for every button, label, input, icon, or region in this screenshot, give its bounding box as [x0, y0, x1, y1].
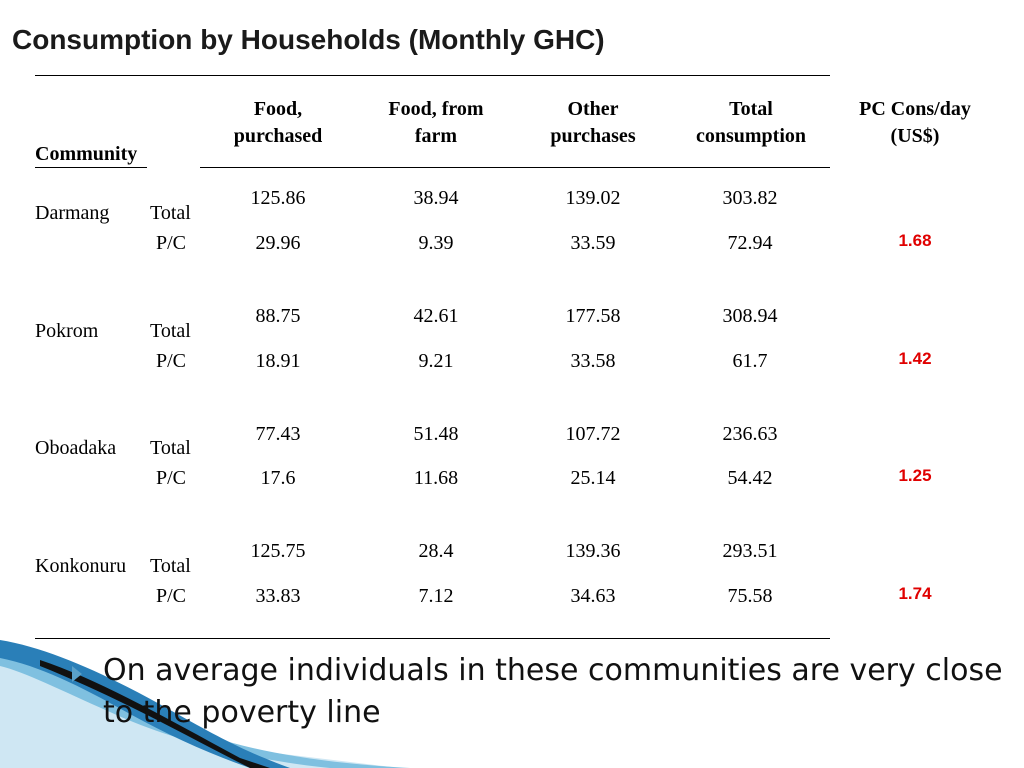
table-top-rule — [35, 75, 830, 76]
value-food-purchased-pc: 18.91 — [255, 350, 301, 372]
row-label-total: Total — [150, 555, 191, 577]
column-header-food-from-farm: Food, from farm — [388, 98, 484, 147]
bullet-arrow-icon — [72, 666, 82, 682]
pc-cons-day-value: 1.68 — [898, 231, 932, 250]
value-food-purchased-pc: 33.83 — [255, 585, 301, 607]
row-label-total: Total — [150, 320, 191, 342]
community-name: Pokrom — [35, 320, 99, 342]
value-total-consumption-pc: 54.42 — [727, 467, 773, 489]
value-other-purchases-total: 139.02 — [565, 187, 621, 209]
value-other-purchases-pc: 25.14 — [570, 467, 616, 489]
value-total-consumption-total: 236.63 — [722, 423, 778, 445]
row-label-pc: P/C — [156, 585, 187, 607]
value-total-consumption-total: 303.82 — [722, 187, 778, 209]
value-food-purchased-total: 125.75 — [250, 540, 306, 562]
column-header-other-purchases: Other purchases — [550, 98, 636, 147]
value-total-consumption-pc: 75.58 — [727, 585, 773, 607]
column-header-food-purchased: Food, purchased — [233, 98, 323, 147]
value-food-purchased-total: 125.86 — [250, 187, 306, 209]
community-name: Konkonuru — [35, 555, 127, 577]
row-label-total: Total — [150, 202, 191, 224]
value-food-farm-pc: 7.12 — [418, 585, 454, 607]
value-other-purchases-total: 107.72 — [565, 423, 621, 445]
page-title: Consumption by Households (Monthly GHC) — [12, 24, 605, 55]
value-food-farm-total: 51.48 — [413, 423, 459, 445]
value-total-consumption-total: 293.51 — [722, 540, 778, 562]
pc-cons-day-value: 1.25 — [898, 466, 932, 485]
value-other-purchases-pc: 33.59 — [570, 232, 616, 254]
value-food-farm-total: 28.4 — [418, 540, 454, 562]
value-food-farm-total: 38.94 — [413, 187, 459, 209]
row-label-pc: P/C — [156, 350, 187, 372]
value-food-purchased-total: 77.43 — [255, 423, 301, 445]
value-food-farm-pc: 11.68 — [413, 467, 459, 489]
table-bottom-rule — [35, 638, 830, 639]
column-header-pc-cons-day: PC Cons/day (US$) — [859, 98, 971, 147]
column-header-total-consumption: Total consumption — [695, 98, 807, 147]
value-total-consumption-pc: 61.7 — [732, 350, 768, 372]
column-header-community: Community — [35, 143, 138, 165]
value-other-purchases-pc: 34.63 — [570, 585, 616, 607]
value-food-purchased-total: 88.75 — [255, 305, 301, 327]
value-total-consumption-total: 308.94 — [722, 305, 778, 327]
row-label-total: Total — [150, 437, 191, 459]
value-other-purchases-total: 177.58 — [565, 305, 621, 327]
value-food-farm-pc: 9.39 — [418, 232, 454, 254]
value-other-purchases-pc: 33.58 — [570, 350, 616, 372]
value-food-purchased-pc: 29.96 — [255, 232, 301, 254]
row-label-pc: P/C — [156, 467, 187, 489]
summary-note: On average individuals in these communit… — [103, 653, 1003, 730]
value-other-purchases-total: 139.36 — [565, 540, 621, 562]
value-food-farm-pc: 9.21 — [418, 350, 454, 372]
pc-cons-day-value: 1.42 — [898, 349, 932, 368]
header-bottom-rule — [200, 167, 830, 168]
value-food-purchased-pc: 17.6 — [260, 467, 296, 489]
pc-cons-day-value: 1.74 — [898, 584, 932, 603]
community-underline — [35, 167, 147, 168]
value-total-consumption-pc: 72.94 — [727, 232, 773, 254]
community-name: Oboadaka — [35, 437, 117, 459]
community-name: Darmang — [35, 202, 110, 224]
row-label-pc: P/C — [156, 232, 187, 254]
value-food-farm-total: 42.61 — [413, 305, 459, 327]
